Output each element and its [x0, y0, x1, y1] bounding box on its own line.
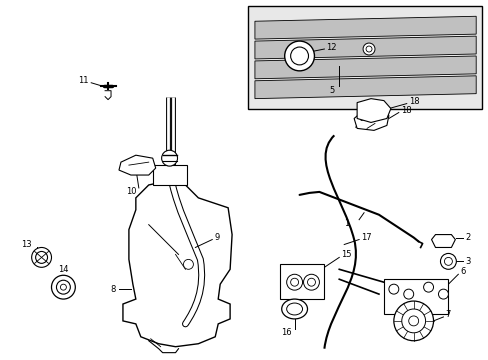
- Circle shape: [362, 43, 374, 55]
- Text: 10: 10: [125, 188, 136, 197]
- Circle shape: [303, 274, 319, 290]
- Polygon shape: [254, 76, 475, 99]
- Text: 8: 8: [110, 285, 116, 294]
- Polygon shape: [119, 155, 155, 175]
- Polygon shape: [254, 16, 475, 39]
- Text: 12: 12: [325, 42, 336, 51]
- Text: 11: 11: [78, 76, 88, 85]
- Text: 5: 5: [329, 86, 334, 95]
- Polygon shape: [105, 91, 111, 100]
- Polygon shape: [431, 235, 454, 247]
- Text: 14: 14: [58, 265, 68, 274]
- Text: 1: 1: [343, 219, 348, 228]
- Circle shape: [440, 253, 455, 269]
- Circle shape: [438, 289, 447, 299]
- Text: 9: 9: [214, 233, 219, 242]
- Circle shape: [56, 280, 70, 294]
- Polygon shape: [353, 111, 388, 130]
- Text: 13: 13: [21, 240, 32, 249]
- Polygon shape: [356, 99, 390, 122]
- Text: 3: 3: [464, 257, 469, 266]
- Circle shape: [183, 260, 193, 269]
- Circle shape: [366, 46, 371, 52]
- Bar: [279, 264, 324, 299]
- Circle shape: [290, 278, 298, 286]
- Polygon shape: [122, 182, 232, 347]
- Circle shape: [51, 275, 75, 299]
- Text: 16: 16: [281, 328, 291, 337]
- Bar: [383, 279, 447, 314]
- Text: 4: 4: [354, 122, 359, 131]
- Circle shape: [393, 301, 433, 341]
- Circle shape: [162, 150, 177, 166]
- Polygon shape: [254, 56, 475, 79]
- Text: 15: 15: [341, 250, 351, 259]
- Text: 7: 7: [445, 310, 450, 319]
- Ellipse shape: [286, 303, 302, 315]
- Circle shape: [286, 274, 302, 290]
- Text: 6: 6: [459, 267, 465, 276]
- Polygon shape: [254, 36, 475, 59]
- Circle shape: [403, 289, 413, 299]
- Text: 18: 18: [408, 97, 419, 106]
- Text: 18: 18: [400, 106, 410, 115]
- Circle shape: [408, 316, 418, 326]
- Circle shape: [290, 47, 308, 65]
- Bar: [152, 165, 187, 185]
- Circle shape: [444, 257, 451, 265]
- Circle shape: [388, 284, 398, 294]
- Circle shape: [36, 251, 47, 264]
- Circle shape: [32, 247, 51, 267]
- Circle shape: [401, 309, 425, 333]
- Ellipse shape: [281, 299, 307, 319]
- Circle shape: [61, 284, 66, 290]
- Text: 2: 2: [464, 233, 469, 242]
- Circle shape: [284, 41, 314, 71]
- Circle shape: [307, 278, 315, 286]
- Bar: [247, 6, 481, 109]
- Circle shape: [423, 282, 433, 292]
- Text: 17: 17: [360, 233, 371, 242]
